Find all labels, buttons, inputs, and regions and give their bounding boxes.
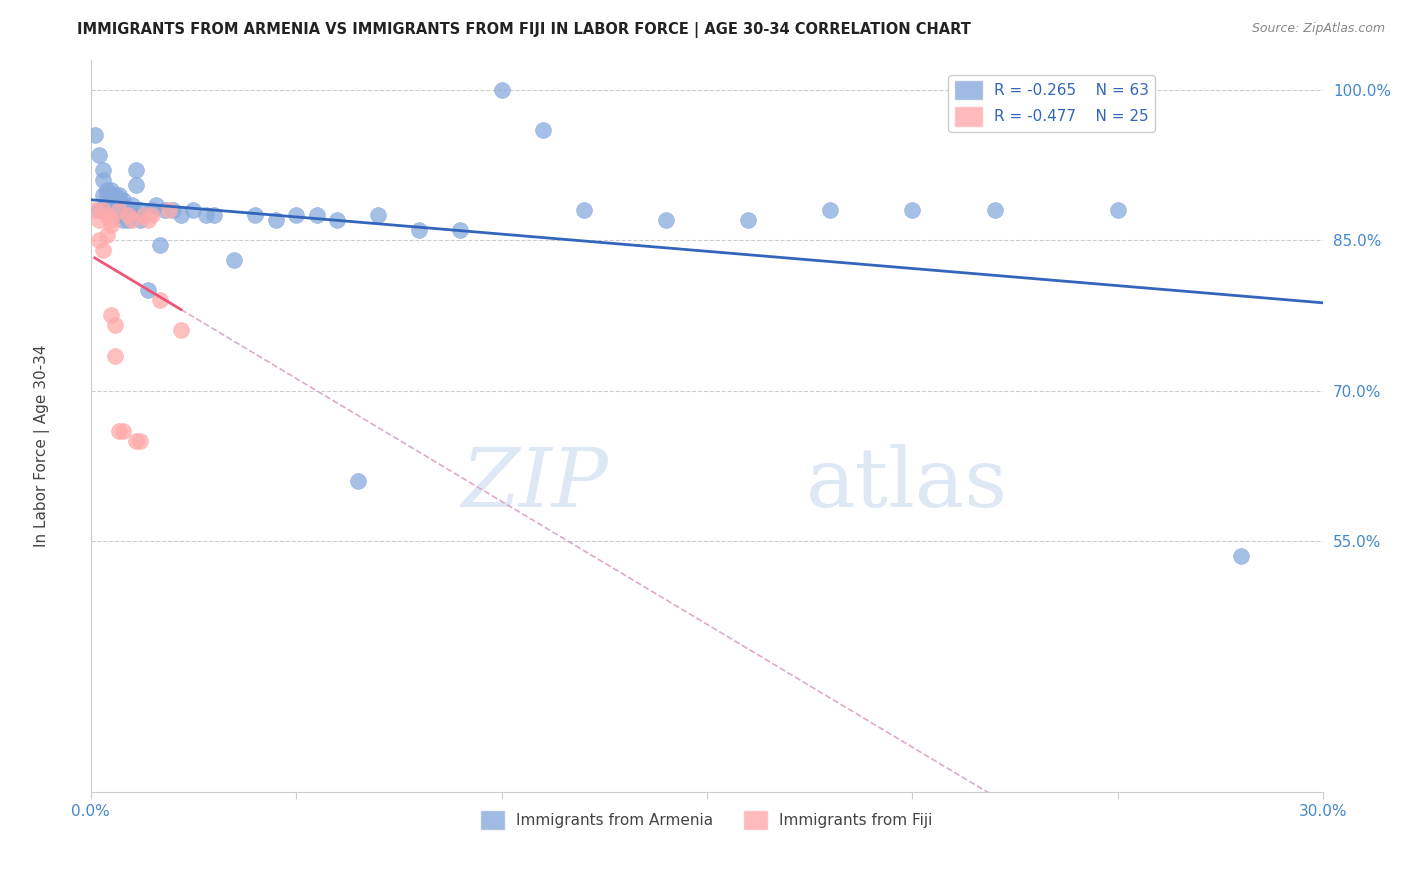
Point <box>100 188 122 202</box>
Point <box>153 203 176 218</box>
Point <box>449 223 471 237</box>
Point <box>96 188 118 202</box>
Point <box>491 83 513 97</box>
Point <box>112 213 135 227</box>
Point <box>112 424 135 438</box>
Point <box>87 233 110 247</box>
Point <box>96 198 118 212</box>
Text: IMMIGRANTS FROM ARMENIA VS IMMIGRANTS FROM FIJI IN LABOR FORCE | AGE 30-34 CORRE: IMMIGRANTS FROM ARMENIA VS IMMIGRANTS FR… <box>77 22 972 38</box>
Point <box>285 208 308 222</box>
Point <box>108 203 131 218</box>
Point <box>91 188 114 202</box>
Point <box>125 178 148 192</box>
Point <box>125 163 148 178</box>
Point <box>264 213 287 227</box>
Point <box>91 244 114 258</box>
Point <box>132 208 155 222</box>
Point <box>1230 549 1253 564</box>
Point <box>183 203 205 218</box>
Point <box>326 213 349 227</box>
Point <box>125 434 148 448</box>
Point <box>132 208 155 222</box>
Point <box>202 208 225 222</box>
Point <box>96 183 118 197</box>
Text: Source: ZipAtlas.com: Source: ZipAtlas.com <box>1251 22 1385 36</box>
Point <box>108 424 131 438</box>
Point <box>91 163 114 178</box>
Legend: Immigrants from Armenia, Immigrants from Fiji: Immigrants from Armenia, Immigrants from… <box>475 805 939 836</box>
Point <box>104 208 127 222</box>
Point <box>91 203 114 218</box>
Point <box>1107 203 1129 218</box>
Point <box>121 203 143 218</box>
Text: ZIP: ZIP <box>461 444 609 524</box>
Point <box>108 208 131 222</box>
Point <box>572 203 595 218</box>
Point <box>121 213 143 227</box>
Point <box>136 283 159 297</box>
Point <box>408 223 430 237</box>
Point <box>737 213 759 227</box>
Point <box>901 203 924 218</box>
Text: atlas: atlas <box>806 444 1008 524</box>
Point <box>117 213 139 227</box>
Point <box>100 198 122 212</box>
Point <box>108 193 131 207</box>
Point <box>162 203 184 218</box>
Point <box>100 309 122 323</box>
Point <box>170 208 193 222</box>
Point <box>87 213 110 227</box>
Point <box>141 208 163 222</box>
Point <box>121 198 143 212</box>
Point <box>117 208 139 222</box>
Point <box>104 318 127 333</box>
Point <box>83 128 105 142</box>
Point <box>157 203 180 218</box>
Point <box>149 238 172 252</box>
Point <box>141 203 163 218</box>
Point <box>346 474 368 488</box>
Point <box>87 203 110 218</box>
Point <box>104 349 127 363</box>
Point <box>108 203 131 218</box>
Point <box>129 213 152 227</box>
Point <box>87 148 110 162</box>
Point <box>224 253 246 268</box>
Point <box>655 213 678 227</box>
Point <box>108 188 131 202</box>
Point <box>194 208 217 222</box>
Point <box>100 213 122 227</box>
Point <box>531 123 554 137</box>
Text: In Labor Force | Age 30-34: In Labor Force | Age 30-34 <box>34 344 51 548</box>
Point <box>104 188 127 202</box>
Point <box>983 203 1005 218</box>
Point <box>96 208 118 222</box>
Point <box>136 213 159 227</box>
Point <box>818 203 841 218</box>
Point <box>83 203 105 218</box>
Point <box>243 208 266 222</box>
Point <box>129 203 152 218</box>
Point <box>117 203 139 218</box>
Point <box>112 198 135 212</box>
Point <box>145 198 167 212</box>
Point <box>104 193 127 207</box>
Point <box>100 218 122 232</box>
Point <box>305 208 328 222</box>
Point <box>104 198 127 212</box>
Point <box>367 208 389 222</box>
Point <box>112 193 135 207</box>
Point <box>170 323 193 337</box>
Point <box>129 434 152 448</box>
Point <box>149 293 172 308</box>
Point <box>100 183 122 197</box>
Point <box>100 203 122 218</box>
Point <box>96 228 118 243</box>
Point <box>91 173 114 187</box>
